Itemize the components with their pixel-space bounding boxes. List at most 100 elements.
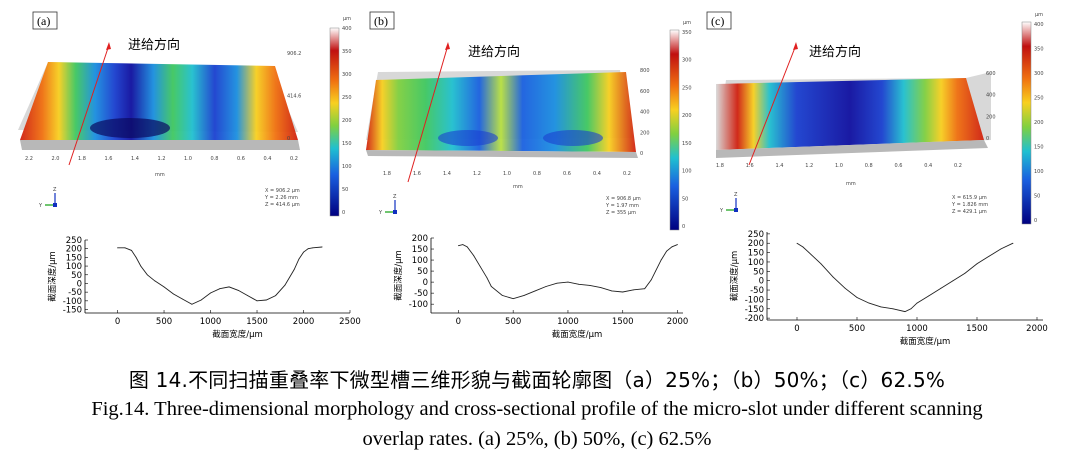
- colorbar-tick-label: 250: [1034, 96, 1044, 102]
- y-tick-label: 50: [71, 271, 82, 281]
- profile-point: [275, 295, 277, 297]
- profile-point: [293, 269, 295, 270]
- colorbar-tick-label: 200: [682, 113, 692, 119]
- side-axis-ticks: 800 600 400 200 0: [640, 68, 650, 157]
- surface-edge: [366, 150, 638, 158]
- profile-point: [219, 288, 221, 290]
- panel-label-box: [369, 11, 395, 30]
- profile-point: [182, 298, 184, 300]
- colorbar-tick-label: 50: [1034, 194, 1040, 200]
- x-tick-label: 1500: [246, 317, 268, 327]
- panel-b: (b) 进给方向 1.8 1.6 1.4 1.2 1.0 0.8 0.6 0.4 0.2 mm …: [358, 0, 716, 350]
- coordinate-readout: X = 615.9 μmY = 1.826 mmZ = 429.1 μm: [951, 195, 988, 215]
- triad-y: Y: [38, 203, 43, 209]
- profile-point: [916, 302, 918, 304]
- colorbar: [329, 27, 340, 217]
- readout-line: Z = 355 μm: [606, 210, 636, 216]
- surface-tick-label: 1.4: [443, 171, 451, 177]
- colorbar-tick-label: 350: [342, 49, 352, 55]
- profile-point: [228, 286, 230, 288]
- surface-tick-label: 0.2: [954, 163, 962, 169]
- profile-point: [808, 252, 810, 253]
- readout-line: Y = 1.826 mm: [951, 202, 988, 208]
- y-tick-label: 0: [423, 278, 428, 288]
- surface-tick-label: 1.0: [503, 171, 511, 177]
- profile-point: [644, 288, 646, 290]
- panel-b-graphic: (b) 进给方向 1.8 1.6 1.4 1.2 1.0 0.8 0.6 0.4 0.2 mm …: [366, 11, 692, 340]
- surface-axis-ticks: 1.8 1.6 1.4 1.2 1.0 0.8 0.6 0.4 0.2: [383, 171, 631, 177]
- colorbar-tick-label: 250: [342, 95, 352, 101]
- y-tick-label: -50: [414, 289, 428, 299]
- side-axis-ticks: 600 400 200 0: [986, 71, 996, 142]
- surface-tick-label: 0.6: [237, 156, 245, 162]
- feed-direction-arrowhead: [793, 42, 798, 50]
- y-tick-label: -150: [63, 306, 82, 316]
- surface-tick-label: 0.8: [865, 163, 873, 169]
- side-tick-label: 600: [986, 71, 996, 77]
- colorbar-tick-label: 50: [682, 196, 688, 202]
- profile-point: [578, 283, 580, 285]
- colorbar-tick-label: 50: [342, 187, 348, 193]
- x-tick-label: 1500: [966, 324, 988, 334]
- x-tick-label: 2000: [667, 317, 689, 327]
- surface-tick-label: 1.4: [131, 156, 139, 162]
- profile-point: [611, 290, 613, 292]
- feed-direction-arrow: [748, 44, 797, 166]
- panel-c: (c) 进给方向 1.8 1.6 1.4 1.2 1.0 0.8 0.6 0.4 0.2 mm …: [706, 0, 1074, 350]
- triad-y: Y: [378, 210, 383, 216]
- coordinate-readout: X = 906.8 μmY = 1.97 mmZ = 355 μm: [605, 196, 641, 216]
- figure-caption-english-line2: overlap rates. (a) 25%, (b) 50%, (c) 62.…: [362, 428, 712, 450]
- panel-label-box: [32, 11, 58, 30]
- feed-direction-label: 进给方向: [128, 37, 180, 53]
- surface-tick-label: 1.6: [105, 156, 113, 162]
- profile-point: [321, 246, 323, 248]
- colorbar-unit: μm: [683, 20, 691, 26]
- side-tick-label: 400: [640, 110, 650, 116]
- profile-point: [910, 308, 912, 310]
- feed-direction-label: 进给方向: [809, 44, 861, 60]
- y-tick-label: -200: [745, 314, 764, 324]
- surface-3d: [20, 62, 298, 140]
- profile-point: [247, 295, 249, 297]
- profile-point: [1000, 248, 1002, 250]
- feed-direction-arrowhead: [106, 42, 111, 50]
- colorbar-tick-label: 350: [1034, 47, 1044, 53]
- profile-point: [671, 246, 673, 248]
- x-tick-label: 1000: [557, 317, 579, 327]
- side-axis-ticks: 906.2 414.6 0: [287, 51, 301, 142]
- colorbar-tick-label: 300: [342, 72, 352, 78]
- y-tick-label: 100: [412, 256, 428, 266]
- x-axis-label: 截面宽度/μm: [212, 329, 263, 340]
- profile-point: [660, 259, 662, 261]
- colorbar-tick-label: 150: [682, 141, 692, 147]
- surface-tick-label: 0.8: [533, 171, 541, 177]
- profile-point: [479, 266, 481, 268]
- y-tick-label: -100: [409, 300, 428, 310]
- y-tick-label: 150: [412, 245, 428, 255]
- profile-point: [265, 299, 267, 301]
- panel-label-box: [706, 11, 732, 30]
- surface-deep-zone: [90, 118, 170, 138]
- triad-z: Z: [393, 194, 397, 200]
- profile-point: [307, 248, 309, 250]
- surface-axis-ticks: 1.8 1.6 1.4 1.2 1.0 0.8 0.6 0.4 0.2: [716, 163, 962, 169]
- profile-line: [796, 242, 1014, 313]
- x-tick-label: 500: [505, 317, 521, 327]
- profile-point: [172, 293, 174, 295]
- x-tick-label: 2500: [339, 317, 361, 327]
- colorbar-ticks: 350 300 250 200 150 100 50 0: [682, 30, 692, 230]
- y-tick-label: 100: [748, 258, 764, 268]
- colorbar-tick-label: 0: [1034, 218, 1037, 224]
- colorbar-tick-label: 300: [682, 58, 692, 64]
- side-tick-label: 200: [986, 114, 996, 120]
- readout-line: Y = 1.97 mm: [605, 203, 639, 209]
- surface-tick-label: 2.0: [52, 156, 60, 162]
- profile-point: [312, 247, 314, 249]
- profile-point: [650, 279, 652, 281]
- colorbar-tick-label: 400: [342, 26, 352, 32]
- surface-3d: [716, 78, 984, 150]
- side-tick-label: 906.2: [287, 51, 301, 57]
- x-tick-label: 500: [156, 317, 172, 327]
- profile-point: [832, 276, 834, 278]
